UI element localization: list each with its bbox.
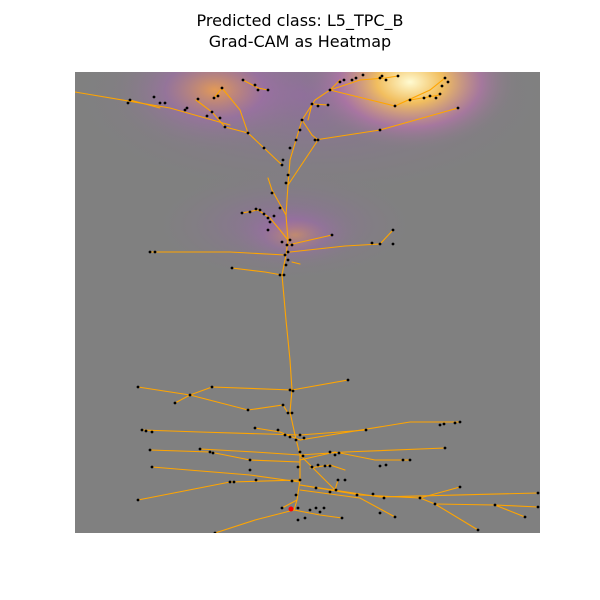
basal-branch [281, 499, 298, 509]
basal-branch [299, 484, 539, 498]
neuron-nodes [126, 73, 540, 533]
oblique-branch [231, 267, 283, 276]
basal-branch [189, 379, 349, 396]
tuft-branch [221, 87, 249, 134]
basal-branch [149, 449, 301, 463]
figure-title: Predicted class: L5_TPC_B Grad-CAM as He… [0, 10, 600, 52]
tuft-branch [301, 119, 319, 141]
oblique-branch [241, 209, 289, 241]
tuft-branch [267, 177, 287, 216]
oblique-branch [289, 229, 394, 253]
basal-branch [299, 451, 411, 461]
basal-branch [141, 429, 367, 436]
tuft-branch [301, 79, 341, 121]
oblique-branch [291, 261, 301, 265]
basal-branch [151, 466, 301, 483]
tuft-branch [213, 87, 223, 99]
basal-branch [199, 448, 301, 456]
tuft-branch [329, 75, 399, 91]
basal-branch [299, 447, 446, 456]
basal-branch [214, 509, 295, 533]
descending-trunk [281, 274, 301, 511]
tuft-branch [287, 139, 319, 186]
apical-trunk [281, 119, 303, 276]
title-line-2: Grad-CAM as Heatmap [208, 32, 392, 51]
heat-region-middle-core [225, 200, 365, 270]
soma-marker [288, 506, 294, 512]
title-line-1: Predicted class: L5_TPC_B [196, 11, 404, 30]
basal-branch [189, 394, 289, 414]
basal-branch [299, 421, 461, 441]
basal-branch [299, 489, 396, 518]
tuft-branch [329, 77, 446, 107]
tuft-branch [75, 91, 231, 126]
basal-branch [293, 509, 343, 519]
oblique-branch [287, 234, 333, 246]
tuft-branch [242, 79, 269, 91]
heat-region-upper-left [105, 72, 325, 155]
neuron-morphology [75, 75, 539, 533]
heat-region-upper-right [300, 72, 520, 152]
oblique-branch [149, 251, 286, 256]
tuft-branch [129, 99, 161, 109]
basal-branch [494, 504, 539, 508]
tuft-branch [224, 126, 283, 166]
basal-branch [254, 427, 301, 441]
